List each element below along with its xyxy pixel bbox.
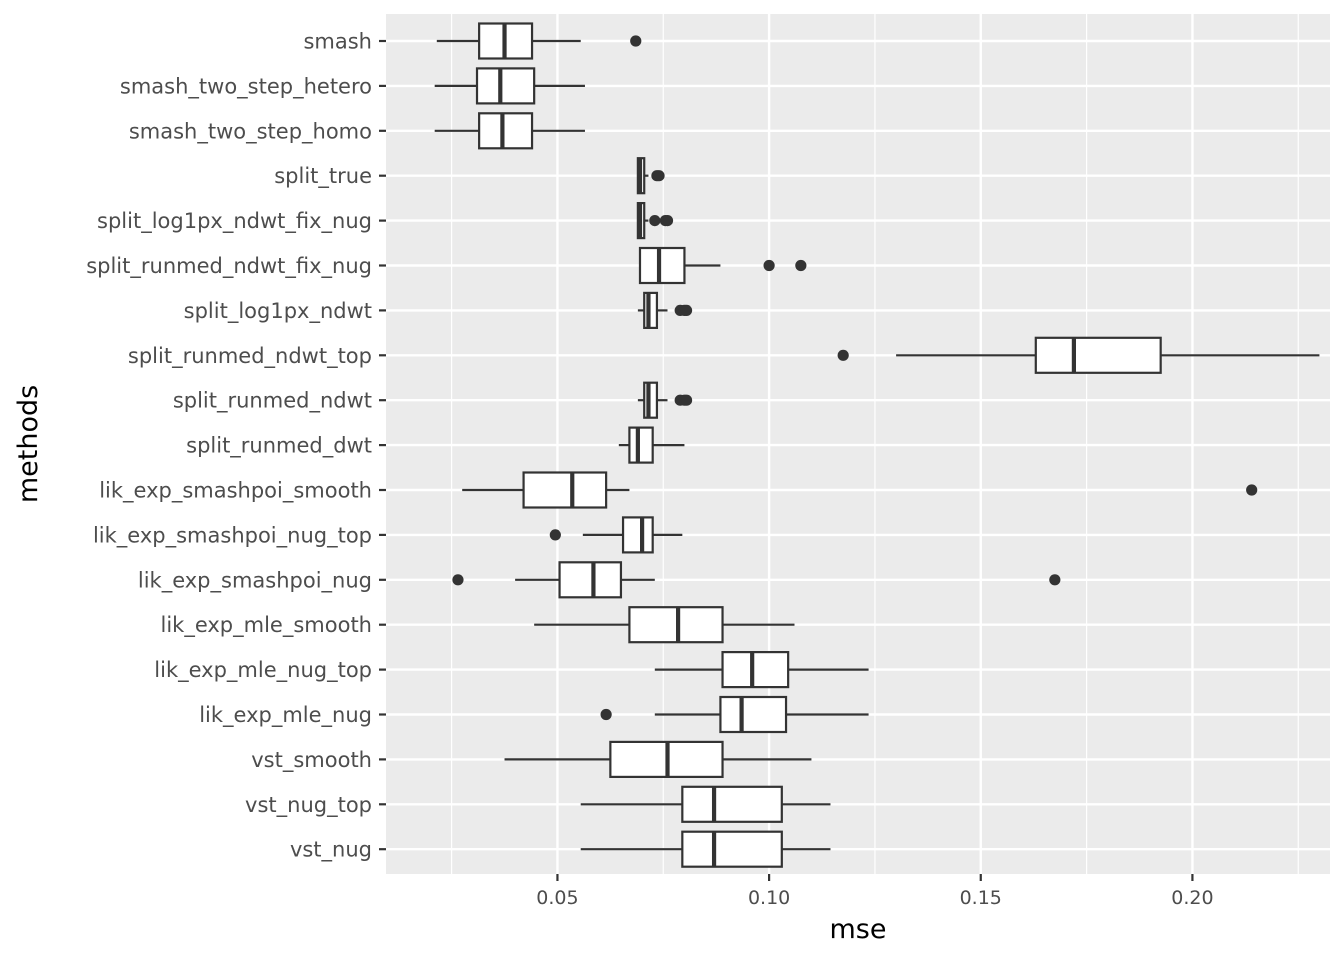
box-split_runmed_ndwt [637, 381, 693, 419]
outlier-point [549, 529, 561, 541]
iqr-box [638, 246, 686, 285]
y-tick-label: split_runmed_dwt [186, 434, 372, 459]
iqr-box [621, 516, 654, 554]
iqr-box [681, 785, 783, 823]
box-lik_exp_smashpoi_smooth [462, 471, 1258, 509]
box-split_log1px_ndwt_fix_nug [636, 202, 674, 240]
box-lik_exp_mle_smooth [534, 606, 795, 644]
box-smash_two_step_homo [434, 112, 585, 150]
y-tick-label: lik_exp_mle_smooth [161, 613, 373, 638]
iqr-box [628, 606, 724, 644]
iqr-box [721, 650, 790, 689]
x-axis-title: mse [830, 914, 887, 945]
iqr-box [558, 561, 623, 599]
iqr-box [719, 695, 788, 734]
box-smash [436, 22, 642, 60]
y-tick-label: lik_exp_smashpoi_nug_top [93, 523, 372, 548]
box-vst_smooth [504, 740, 812, 779]
box-split_runmed_ndwt_top [837, 336, 1320, 374]
y-tick-label: vst_smooth [251, 748, 372, 773]
box-series [434, 22, 1320, 868]
box-split_runmed_dwt [618, 426, 685, 464]
outlier-point [452, 574, 464, 586]
outlier-point [600, 708, 612, 721]
x-tick-label: 0.10 [748, 887, 790, 909]
iqr-box [681, 830, 783, 868]
box-lik_exp_smashpoi_nug [452, 561, 1061, 599]
outlier-point [1049, 574, 1061, 586]
box-smash_two_step_hetero [434, 67, 585, 105]
outlier-point [1246, 484, 1258, 496]
box-vst_nug_top [580, 785, 831, 823]
y-tick-label: split_runmed_ndwt_fix_nug [86, 254, 372, 279]
outlier-point [680, 394, 693, 406]
iqr-box [628, 426, 654, 464]
y-tick-label: vst_nug [290, 838, 372, 863]
x-tick-label: 0.20 [1171, 887, 1213, 909]
y-tick-label: vst_nug_top [245, 793, 372, 818]
axes: smash smash_two_step_hetero smash_two_step… [86, 30, 1213, 910]
y-tick-label: split_log1px_ndwt_fix_nug [97, 209, 372, 234]
iqr-box [478, 112, 534, 150]
y-tick-label: split_log1px_ndwt [184, 299, 372, 324]
outlier-point [653, 170, 665, 182]
y-tick-label: smash_two_step_homo [129, 119, 372, 144]
y-tick-label: lik_exp_smashpoi_nug [138, 568, 372, 593]
iqr-box [643, 381, 659, 419]
x-tick-label: 0.15 [960, 887, 1002, 909]
iqr-box [1034, 336, 1162, 374]
y-tick-label: split_runmed_ndwt [173, 389, 372, 414]
box-split_log1px_ndwt [637, 291, 693, 329]
y-tick-label: smash_two_step_hetero [120, 74, 372, 99]
box-lik_exp_mle_nug_top [654, 650, 869, 689]
outlier-point [837, 349, 849, 361]
outlier-point [649, 215, 661, 227]
iqr-box [522, 471, 608, 509]
grid-lines [386, 14, 1330, 874]
y-axis-title: methods [13, 385, 44, 503]
y-tick-label: smash [303, 30, 372, 54]
box-split_runmed_ndwt_fix_nug [638, 246, 807, 285]
box-vst_nug [580, 830, 831, 868]
box-lik_exp_smashpoi_nug_top [549, 516, 683, 554]
y-tick-label: lik_exp_smashpoi_smooth [99, 479, 372, 504]
outlier-point [795, 259, 807, 272]
outlier-point [630, 35, 642, 47]
box-lik_exp_mle_nug [600, 695, 869, 734]
y-tick-label: split_runmed_ndwt_top [128, 344, 372, 369]
y-tick-label: lik_exp_mle_nug [199, 703, 372, 728]
y-tick-label: split_true [274, 164, 372, 189]
iqr-box [643, 291, 659, 329]
x-tick-label: 0.05 [536, 887, 578, 909]
box-split_true [636, 157, 665, 195]
iqr-box [475, 67, 536, 105]
outlier-point [763, 259, 775, 272]
outlier-point [661, 215, 674, 227]
outlier-point [680, 304, 693, 316]
y-tick-label: lik_exp_mle_nug_top [154, 658, 372, 683]
